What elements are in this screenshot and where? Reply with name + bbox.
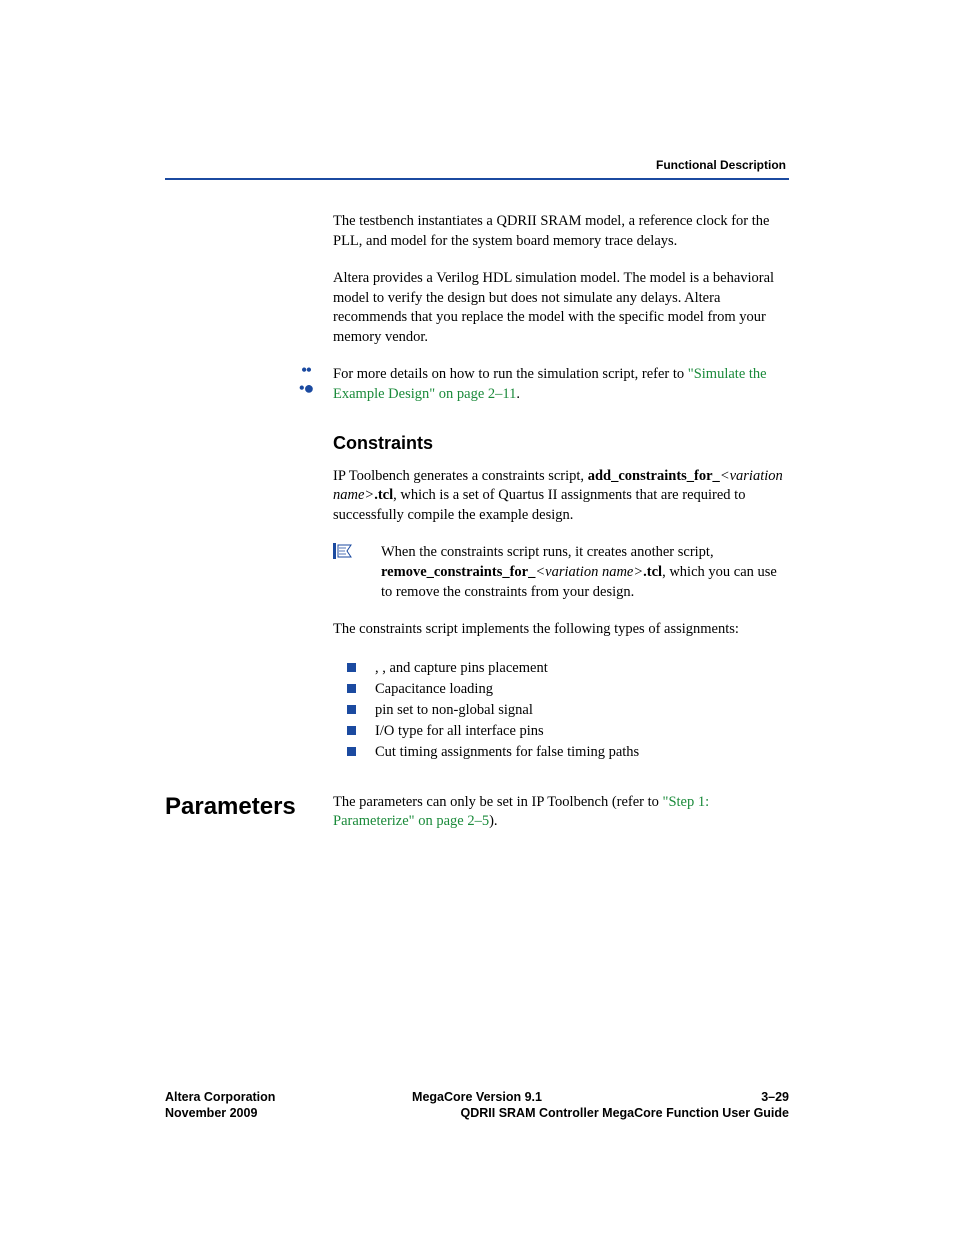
footer-date: November 2009: [165, 1106, 257, 1120]
list-item: Cut timing assignments for false timing …: [347, 742, 789, 763]
code-tcl-ext: .tcl: [643, 564, 662, 580]
text-fragment: For more details on how to run the simul…: [333, 366, 688, 382]
text-fragment: The parameters can only be set in IP Too…: [333, 794, 663, 810]
heading-constraints: Constraints: [333, 431, 789, 455]
note-icon: [333, 543, 353, 602]
paragraph-verilog-model: Altera provides a Verilog HDL simulation…: [333, 269, 789, 347]
list-item: Capacitance loading: [347, 679, 789, 700]
text-fragment: IP Toolbench generates a constraints scr…: [333, 468, 588, 484]
pointing-hand-icon: • •• ●: [285, 363, 325, 399]
text-fragment: .: [516, 386, 520, 402]
text-fragment: When the constraints script runs, it cre…: [381, 544, 714, 560]
paragraph-add-constraints: IP Toolbench generates a constraints scr…: [333, 467, 789, 526]
variation-name-placeholder: <variation name>: [535, 564, 643, 580]
reference-block: • •• ● For more details on how to run th…: [165, 365, 789, 404]
header-rule: [165, 178, 789, 180]
code-tcl-ext: .tcl: [374, 487, 393, 503]
code-remove-constraints: remove_constraints_for_: [381, 564, 535, 580]
paragraph-simulate-ref: For more details on how to run the simul…: [333, 365, 789, 404]
page: Functional Description The testbench ins…: [0, 0, 954, 1235]
body-column: The testbench instantiates a QDRII SRAM …: [333, 212, 789, 347]
heading-parameters: Parameters: [165, 793, 320, 821]
list-item: I/O type for all interface pins: [347, 721, 789, 742]
content-area: The testbench instantiates a QDRII SRAM …: [165, 212, 789, 850]
footer-line-2: November 2009 QDRII SRAM Controller Mega…: [165, 1106, 789, 1120]
parameters-section: Parameters The parameters can only be se…: [165, 793, 789, 832]
running-header: Functional Description: [656, 158, 786, 172]
page-footer: Altera Corporation 3–29 MegaCore Version…: [165, 1090, 789, 1120]
paragraph-testbench: The testbench instantiates a QDRII SRAM …: [333, 212, 789, 251]
constraints-section: Constraints IP Toolbench generates a con…: [333, 431, 789, 763]
note-block: When the constraints script runs, it cre…: [333, 543, 789, 602]
assignments-list: , , and capture pins placement Capacitan…: [347, 658, 789, 763]
code-add-constraints: add_constraints_for_: [588, 468, 720, 484]
footer-doc-title: QDRII SRAM Controller MegaCore Function …: [461, 1106, 790, 1120]
list-item: , , and capture pins placement: [347, 658, 789, 679]
text-fragment: , which is a set of Quartus II assignmen…: [333, 487, 745, 523]
note-text: When the constraints script runs, it cre…: [381, 543, 789, 602]
list-item: pin set to non-global signal: [347, 700, 789, 721]
paragraph-parameters: The parameters can only be set in IP Too…: [333, 793, 789, 832]
footer-version: MegaCore Version 9.1: [165, 1090, 789, 1104]
text-fragment: ).: [489, 813, 497, 829]
paragraph-assignment-types: The constraints script implements the fo…: [333, 620, 789, 640]
